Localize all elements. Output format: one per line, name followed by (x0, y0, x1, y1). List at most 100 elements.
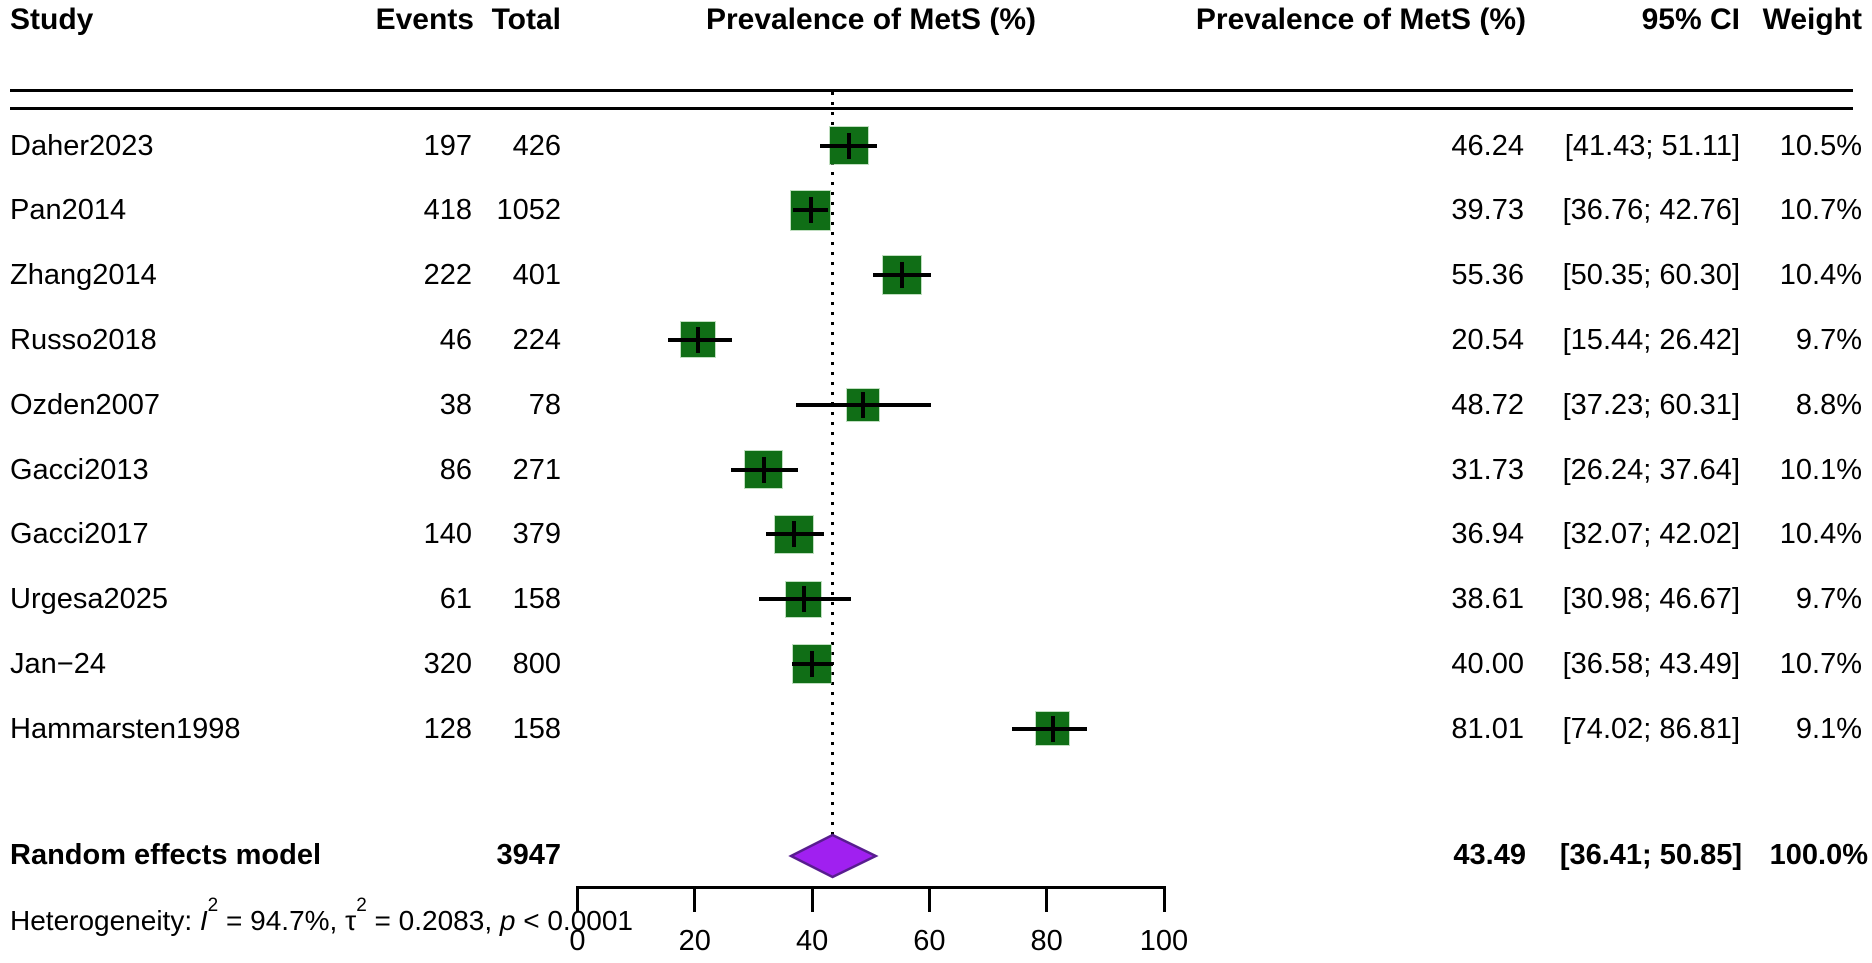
pooled-estimate-reference-line (831, 92, 835, 847)
study-weight: 9.7% (1795, 583, 1862, 616)
study-total: 800 (512, 647, 561, 680)
study-total: 224 (512, 323, 561, 356)
x-axis-tick (1162, 886, 1166, 912)
study-events: 140 (423, 518, 472, 551)
study-weight: 9.1% (1795, 712, 1862, 745)
study-prevalence: 40.00 (1451, 647, 1524, 680)
study-label: Hammarsten1998 (10, 712, 241, 745)
study-prevalence: 31.73 (1451, 453, 1524, 486)
point-estimate-tick (861, 391, 866, 418)
study-total: 158 (512, 583, 561, 616)
summary-prevalence: 43.49 (1453, 839, 1526, 871)
x-axis-tick (1045, 886, 1049, 912)
study-ci: [36.58; 43.49] (1562, 647, 1740, 680)
study-label: Daher2023 (10, 129, 154, 162)
study-events: 38 (439, 388, 472, 421)
point-estimate-tick (792, 521, 797, 548)
study-prevalence: 48.72 (1451, 388, 1524, 421)
x-axis-tick (810, 886, 814, 912)
study-label: Zhang2014 (10, 259, 157, 292)
summary-label: Random effects model (10, 839, 321, 871)
column-header-ci: 95% CI (1641, 3, 1740, 36)
study-prevalence: 36.94 (1451, 518, 1524, 551)
column-header-total: Total (491, 3, 561, 36)
tau-squared-sup: 2 (356, 894, 367, 916)
x-axis-tick-label: 60 (913, 925, 946, 957)
point-estimate-tick (808, 197, 813, 224)
summary-total: 3947 (496, 839, 561, 871)
study-ci: [15.44; 26.42] (1562, 323, 1740, 356)
study-weight: 10.7% (1779, 647, 1862, 680)
study-label: Ozden2007 (10, 388, 160, 421)
tau-squared-value: = 0.2083, (366, 905, 500, 936)
study-weight: 10.4% (1779, 259, 1862, 292)
column-header-prevalence: Prevalence of MetS (%) (1195, 3, 1526, 36)
study-events: 418 (423, 194, 472, 227)
i-squared-sup: 2 (207, 894, 219, 916)
x-axis-tick-label: 100 (1139, 925, 1189, 957)
study-prevalence: 39.73 (1451, 194, 1524, 227)
i-squared-value: = 94.7%, (218, 905, 346, 936)
study-prevalence: 46.24 (1451, 129, 1524, 162)
summary-ci: [36.41; 50.85] (1559, 839, 1742, 871)
study-weight: 9.7% (1795, 323, 1862, 356)
study-label: Russo2018 (10, 323, 157, 356)
study-weight: 8.8% (1795, 388, 1862, 421)
i-squared-symbol: I (199, 905, 208, 936)
study-total: 401 (512, 259, 561, 292)
study-total: 78 (528, 388, 561, 421)
study-total: 379 (512, 518, 561, 551)
point-estimate-tick (846, 132, 851, 159)
summary-weight: 100.0% (1769, 839, 1868, 871)
point-estimate-tick (810, 650, 815, 677)
study-prevalence: 38.61 (1451, 583, 1524, 616)
confidence-interval-line (668, 337, 733, 342)
study-label: Gacci2017 (10, 518, 149, 551)
study-weight: 10.1% (1779, 453, 1862, 486)
study-events: 320 (423, 647, 472, 680)
study-total: 158 (512, 712, 561, 745)
study-weight: 10.5% (1779, 129, 1862, 162)
x-axis-tick (927, 886, 931, 912)
x-axis-tick-label: 80 (1030, 925, 1063, 957)
study-label: Gacci2013 (10, 453, 149, 486)
study-label: Pan2014 (10, 194, 127, 227)
study-events: 128 (423, 712, 472, 745)
point-estimate-tick (695, 326, 700, 353)
column-header-study: Study (10, 3, 94, 36)
study-label: Urgesa2025 (10, 583, 168, 616)
study-total: 426 (512, 129, 561, 162)
tau-squared-symbol: τ (345, 905, 357, 936)
heterogeneity-note: Heterogeneity: I2 = 94.7%, τ2 = 0.2083, … (10, 896, 634, 937)
study-ci: [26.24; 37.64] (1562, 453, 1740, 486)
study-ci: [50.35; 60.30] (1562, 259, 1740, 292)
study-ci: [36.76; 42.76] (1562, 194, 1740, 227)
study-label: Jan−24 (10, 647, 106, 680)
study-events: 197 (423, 129, 472, 162)
p-value: < 0.0001 (515, 905, 634, 936)
confidence-interval-line (1011, 726, 1087, 731)
header-rule-top (10, 89, 1853, 92)
heterogeneity-prefix: Heterogeneity: (10, 905, 200, 936)
study-ci: [32.07; 42.02] (1562, 518, 1740, 551)
study-prevalence: 55.36 (1451, 259, 1524, 292)
column-header-events: Events (375, 3, 474, 36)
point-estimate-tick (761, 456, 766, 483)
study-total: 1052 (496, 194, 561, 227)
point-estimate-tick (801, 586, 806, 613)
study-ci: [37.23; 60.31] (1562, 388, 1740, 421)
study-events: 46 (439, 323, 472, 356)
point-estimate-tick (900, 262, 905, 289)
p-symbol: p (499, 905, 516, 936)
x-axis-line (577, 886, 1164, 889)
study-events: 222 (423, 259, 472, 292)
study-prevalence: 20.54 (1451, 323, 1524, 356)
point-estimate-tick (1050, 715, 1055, 742)
study-weight: 10.7% (1779, 194, 1862, 227)
x-axis-tick-label: 20 (678, 925, 711, 957)
